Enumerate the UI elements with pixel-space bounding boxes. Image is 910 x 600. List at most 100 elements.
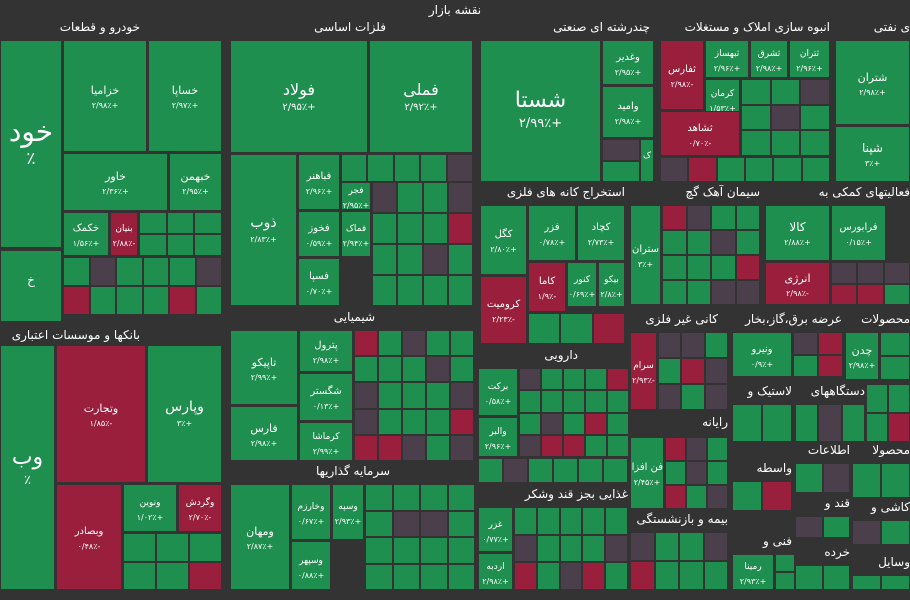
small-stock-tile[interactable] <box>681 384 705 410</box>
small-stock-tile[interactable] <box>420 510 448 537</box>
small-stock-tile[interactable] <box>679 561 704 590</box>
tile-5-0[interactable]: کگل +۲/۸۰٪ <box>480 205 527 275</box>
small-stock-tile[interactable] <box>822 463 850 493</box>
tile-0-5[interactable]: خکمک +۱/۵۶٪ <box>63 212 109 256</box>
small-stock-tile[interactable] <box>735 230 760 255</box>
small-stock-tile[interactable] <box>735 280 760 305</box>
small-stock-tile[interactable] <box>762 404 792 442</box>
small-stock-tile[interactable] <box>560 313 593 344</box>
tile-11-1[interactable]: والبر +۲/۹۶٪ <box>478 417 518 457</box>
small-stock-tile[interactable] <box>420 563 448 590</box>
small-stock-tile[interactable] <box>654 561 679 590</box>
tile-5-5[interactable]: کرومیت -۲/۲۳٪ <box>480 276 527 344</box>
small-stock-tile[interactable] <box>447 213 473 244</box>
small-stock-tile[interactable] <box>559 507 583 535</box>
small-stock-tile[interactable] <box>770 79 801 105</box>
small-stock-tile[interactable] <box>707 461 728 485</box>
small-stock-tile[interactable] <box>883 283 910 305</box>
small-stock-tile[interactable] <box>402 356 426 383</box>
small-stock-tile[interactable] <box>852 575 881 590</box>
small-stock-tile[interactable] <box>156 533 189 562</box>
small-stock-tile[interactable] <box>447 275 473 306</box>
small-stock-tile[interactable] <box>514 534 537 563</box>
small-stock-tile[interactable] <box>793 354 818 377</box>
small-stock-tile[interactable] <box>450 356 474 383</box>
tile-1-5[interactable]: فخوز +۰/۵۹٪ <box>298 211 340 257</box>
small-stock-tile[interactable] <box>881 463 910 498</box>
small-stock-tile[interactable] <box>735 255 760 280</box>
tile-5-3[interactable]: کاما -۱/۹٪ <box>528 262 566 312</box>
small-stock-tile[interactable] <box>605 562 628 590</box>
small-stock-tile[interactable] <box>818 404 842 442</box>
small-stock-tile[interactable] <box>519 368 541 391</box>
tile-7-2[interactable]: فرابورس +۰/۱۵٪ <box>831 205 886 261</box>
small-stock-tile[interactable] <box>450 408 474 435</box>
tile-3-0[interactable]: ثفارس -۲/۹۸٪ <box>660 40 704 110</box>
small-stock-tile[interactable] <box>866 384 888 413</box>
tile-22-0[interactable]: رمینا +۲/۹۳٪ <box>732 554 774 590</box>
small-stock-tile[interactable] <box>686 280 711 305</box>
small-stock-tile[interactable] <box>607 390 629 413</box>
small-stock-tile[interactable] <box>503 458 528 483</box>
small-stock-tile[interactable] <box>139 234 167 256</box>
small-stock-tile[interactable] <box>541 368 563 391</box>
small-stock-tile[interactable] <box>372 182 398 213</box>
small-stock-tile[interactable] <box>707 485 728 509</box>
tile-7-0[interactable]: کالا +۲/۸۸٪ <box>765 205 830 261</box>
small-stock-tile[interactable] <box>519 412 541 435</box>
small-stock-tile[interactable] <box>703 532 728 561</box>
small-stock-tile[interactable] <box>711 230 736 255</box>
small-stock-tile[interactable] <box>841 404 865 442</box>
small-stock-tile[interactable] <box>189 533 222 562</box>
small-stock-tile[interactable] <box>795 404 819 442</box>
small-stock-tile[interactable] <box>880 332 910 356</box>
small-stock-tile[interactable] <box>605 507 628 535</box>
small-stock-tile[interactable] <box>800 79 830 105</box>
small-stock-tile[interactable] <box>195 286 222 315</box>
small-stock-tile[interactable] <box>426 408 450 435</box>
tile-0-4[interactable]: خبهمن +۲/۹۵٪ <box>169 153 222 211</box>
small-stock-tile[interactable] <box>420 154 447 182</box>
tile-1-0[interactable]: فولاد +۲/۹۵٪ <box>230 40 368 153</box>
small-stock-tile[interactable] <box>795 516 823 538</box>
small-stock-tile[interactable] <box>478 458 503 483</box>
small-stock-tile[interactable] <box>378 356 402 383</box>
small-stock-tile[interactable] <box>732 481 762 511</box>
small-stock-tile[interactable] <box>660 157 689 182</box>
small-stock-tile[interactable] <box>63 286 90 315</box>
small-stock-tile[interactable] <box>166 234 195 256</box>
tile-17-0[interactable]: چدن +۲/۹۸٪ <box>845 332 879 380</box>
tile-1-2[interactable]: فباهنر +۲/۹۶٪ <box>298 154 340 210</box>
tile-0-6[interactable]: بنیان -۲/۸۸٪ <box>110 212 138 256</box>
small-stock-tile[interactable] <box>665 485 686 509</box>
small-stock-tile[interactable] <box>392 484 420 511</box>
small-stock-tile[interactable] <box>582 507 606 535</box>
small-stock-tile[interactable] <box>519 434 541 457</box>
small-stock-tile[interactable] <box>536 562 560 590</box>
tile-9-2[interactable]: شگستر +۰/۱۳٪ <box>299 373 353 421</box>
small-stock-tile[interactable] <box>450 330 474 357</box>
small-stock-tile[interactable] <box>658 332 682 358</box>
small-stock-tile[interactable] <box>89 286 116 315</box>
small-stock-tile[interactable] <box>447 182 473 213</box>
small-stock-tile[interactable] <box>402 330 426 357</box>
small-stock-tile[interactable] <box>602 139 640 161</box>
tile-12-1[interactable]: اردبه +۲/۹۸٪ <box>478 553 513 590</box>
small-stock-tile[interactable] <box>378 434 402 461</box>
tile-1-7[interactable]: فسپا +۰/۷۰٪ <box>298 258 340 306</box>
tile-7-1[interactable]: انرژی -۲/۹۸٪ <box>765 262 830 305</box>
small-stock-tile[interactable] <box>686 437 707 461</box>
small-stock-tile[interactable] <box>514 507 537 535</box>
small-stock-tile[interactable] <box>800 104 830 131</box>
small-stock-tile[interactable] <box>741 79 771 105</box>
small-stock-tile[interactable] <box>195 257 222 286</box>
small-stock-tile[interactable] <box>365 563 393 590</box>
small-stock-tile[interactable] <box>422 275 448 306</box>
small-stock-tile[interactable] <box>800 130 830 156</box>
small-stock-tile[interactable] <box>688 157 717 182</box>
small-stock-tile[interactable] <box>704 358 728 384</box>
small-stock-tile[interactable] <box>354 434 378 461</box>
small-stock-tile[interactable] <box>194 234 222 256</box>
tile-9-0[interactable]: تاپیکو +۲/۹۹٪ <box>230 330 298 405</box>
small-stock-tile[interactable] <box>818 354 843 377</box>
